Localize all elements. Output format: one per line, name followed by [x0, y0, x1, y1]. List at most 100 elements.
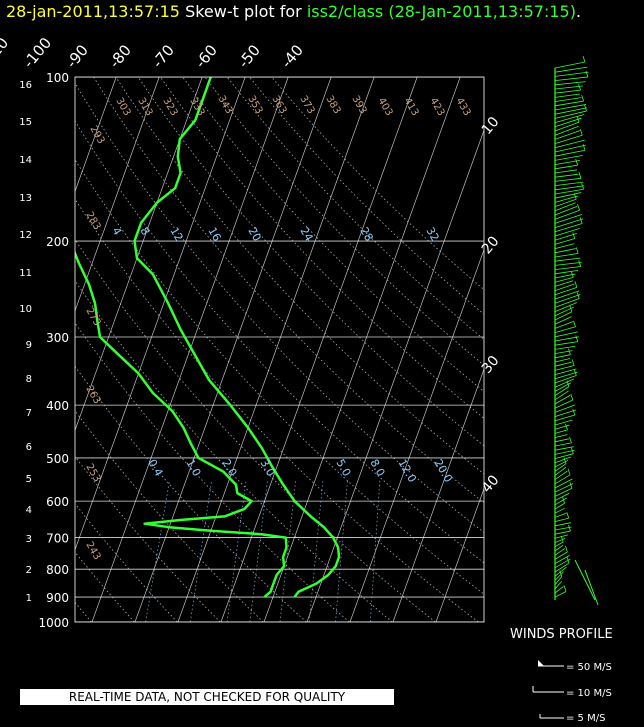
dry-adiabat [204, 77, 484, 366]
temperature-profile-line [133, 77, 341, 598]
wind-barb [554, 326, 576, 333]
height-tick-label: 2 [26, 565, 32, 576]
wind-barb [554, 390, 569, 401]
wind-barb [554, 81, 586, 86]
wind-barb-flag [581, 94, 585, 102]
wind-barb [554, 562, 570, 573]
height-tick-label: 5 [26, 474, 32, 485]
wind-barb [554, 424, 570, 430]
wind-barb [554, 61, 586, 69]
dry-adiabat [75, 322, 350, 622]
wind-barb [554, 492, 570, 501]
mixing-ratio-label: 24 [297, 225, 315, 244]
chart-title: 28-jan-2011,13:57:15 Skew-t plot for iss… [6, 2, 581, 21]
pressure-tick-label: 400 [46, 399, 69, 413]
wind-barb [554, 558, 571, 569]
dry-adiabat [75, 238, 436, 622]
wind-barb [554, 181, 584, 186]
isotherm [306, 129, 484, 622]
wind-barb-flag [578, 83, 581, 91]
wind-barb [554, 159, 580, 165]
wind-barb [554, 93, 581, 98]
wind-barb-flag [563, 585, 567, 592]
wind-barb [554, 466, 567, 476]
quality-warning: REAL-TIME DATA, NOT CHECKED FOR QUALITY [20, 689, 394, 705]
wind-barb [554, 591, 567, 598]
wind-barb-flag [570, 271, 574, 278]
wind-barb [554, 85, 583, 90]
wind-barb [554, 302, 577, 312]
wind-barb [554, 287, 578, 296]
wind-barb [554, 442, 572, 447]
wind-barb-flag [575, 335, 579, 342]
wind-barb [554, 375, 577, 384]
isotherm [392, 368, 484, 622]
wind-barb [554, 269, 579, 275]
wind-barb [554, 566, 567, 577]
wind-barb [554, 331, 578, 338]
wind-barb [554, 311, 573, 321]
wind-barb [554, 522, 572, 527]
wind-barb [554, 586, 564, 594]
wind-barb-flag [569, 436, 572, 443]
dry-adiabat [75, 159, 484, 595]
pressure-tick-label: 700 [46, 532, 69, 546]
pressure-tick-label: 100 [46, 71, 69, 85]
wind-barb-flag [574, 281, 578, 288]
wind-barb [554, 125, 579, 136]
legend-10ms: = 10 M/S [566, 688, 612, 699]
wind-barb-flag [575, 247, 579, 254]
wind-barb-flag [577, 204, 580, 211]
wind-barb-flag [569, 482, 573, 489]
dry-adiabat [249, 77, 484, 315]
plot-frame [74, 76, 485, 623]
wind-barb [554, 456, 571, 464]
wind-barb [554, 358, 571, 363]
wind-barb-flag [572, 408, 576, 416]
wind-barb [554, 154, 583, 161]
wind-barb [554, 446, 574, 451]
isotherm [91, 77, 289, 622]
wind-barb [554, 321, 574, 329]
wind-barb [554, 238, 575, 245]
wind-barb [554, 266, 581, 270]
height-tick-label: 14 [19, 155, 32, 166]
wind-barb [554, 89, 581, 94]
wind-barb [554, 192, 582, 199]
height-tick-label: 7 [26, 408, 32, 419]
wind-barb [554, 144, 586, 153]
wind-barb-flag [584, 104, 587, 112]
wind-barb [554, 378, 574, 388]
wind-barb-flag [569, 305, 573, 312]
isotherm [220, 77, 418, 622]
wind-barb [554, 169, 578, 174]
dry-adiabat [75, 502, 178, 622]
pressure-tick-label: 1000 [38, 616, 69, 630]
wind-barb-flag [560, 535, 564, 542]
wind-barb [554, 228, 580, 237]
wind-barb [554, 354, 571, 359]
wind-barb [554, 149, 586, 157]
wind-barb [554, 139, 585, 149]
wind-barb [554, 71, 589, 77]
mixing-ratio-label: 16 [205, 225, 223, 244]
isotherm [263, 77, 461, 622]
wind-barb [554, 188, 584, 195]
isotherm [75, 77, 246, 551]
wind-barb-flag [568, 524, 571, 532]
legend-50ms: = 50 M/S [566, 662, 612, 673]
wind-barb [554, 409, 577, 417]
winds-profile-title: WINDS PROFILE [510, 627, 613, 642]
wind-barb [554, 76, 589, 81]
title-period: . [575, 2, 582, 21]
wind-barb-flag [582, 55, 586, 63]
wind-barb [554, 571, 564, 581]
wind-barb [554, 470, 568, 480]
wind-barb [554, 336, 579, 342]
dry-adiabat [93, 77, 484, 504]
wind-barb [554, 502, 565, 510]
wind-barb [554, 298, 580, 308]
wind-barb-flag [575, 159, 579, 166]
wind-barb [554, 134, 583, 144]
isotherm [435, 487, 484, 622]
